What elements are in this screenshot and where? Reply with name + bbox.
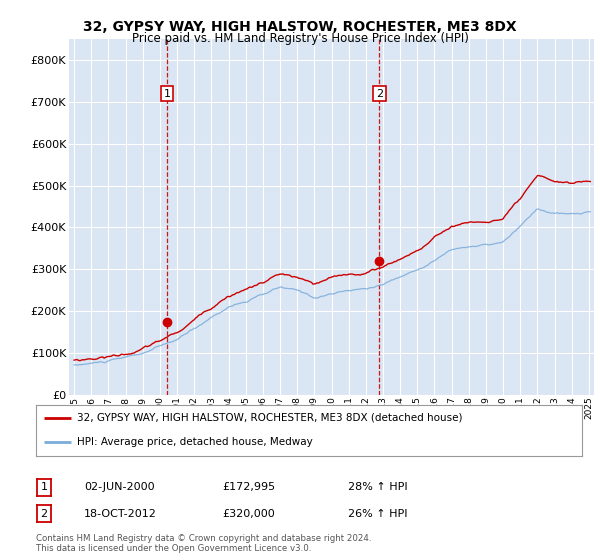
Text: Contains HM Land Registry data © Crown copyright and database right 2024.: Contains HM Land Registry data © Crown c… bbox=[36, 534, 371, 543]
Text: This data is licensed under the Open Government Licence v3.0.: This data is licensed under the Open Gov… bbox=[36, 544, 311, 553]
Text: 02-JUN-2000: 02-JUN-2000 bbox=[84, 482, 155, 492]
Text: HPI: Average price, detached house, Medway: HPI: Average price, detached house, Medw… bbox=[77, 437, 313, 447]
Text: £320,000: £320,000 bbox=[222, 508, 275, 519]
Text: £172,995: £172,995 bbox=[222, 482, 275, 492]
Text: 26% ↑ HPI: 26% ↑ HPI bbox=[348, 508, 407, 519]
Text: 18-OCT-2012: 18-OCT-2012 bbox=[84, 508, 157, 519]
Text: 1: 1 bbox=[164, 88, 170, 99]
Text: 2: 2 bbox=[376, 88, 383, 99]
Text: Price paid vs. HM Land Registry's House Price Index (HPI): Price paid vs. HM Land Registry's House … bbox=[131, 32, 469, 45]
Text: 32, GYPSY WAY, HIGH HALSTOW, ROCHESTER, ME3 8DX: 32, GYPSY WAY, HIGH HALSTOW, ROCHESTER, … bbox=[83, 20, 517, 34]
Text: 32, GYPSY WAY, HIGH HALSTOW, ROCHESTER, ME3 8DX (detached house): 32, GYPSY WAY, HIGH HALSTOW, ROCHESTER, … bbox=[77, 413, 463, 423]
Text: 28% ↑ HPI: 28% ↑ HPI bbox=[348, 482, 407, 492]
Text: 1: 1 bbox=[40, 482, 47, 492]
Text: 2: 2 bbox=[40, 508, 47, 519]
